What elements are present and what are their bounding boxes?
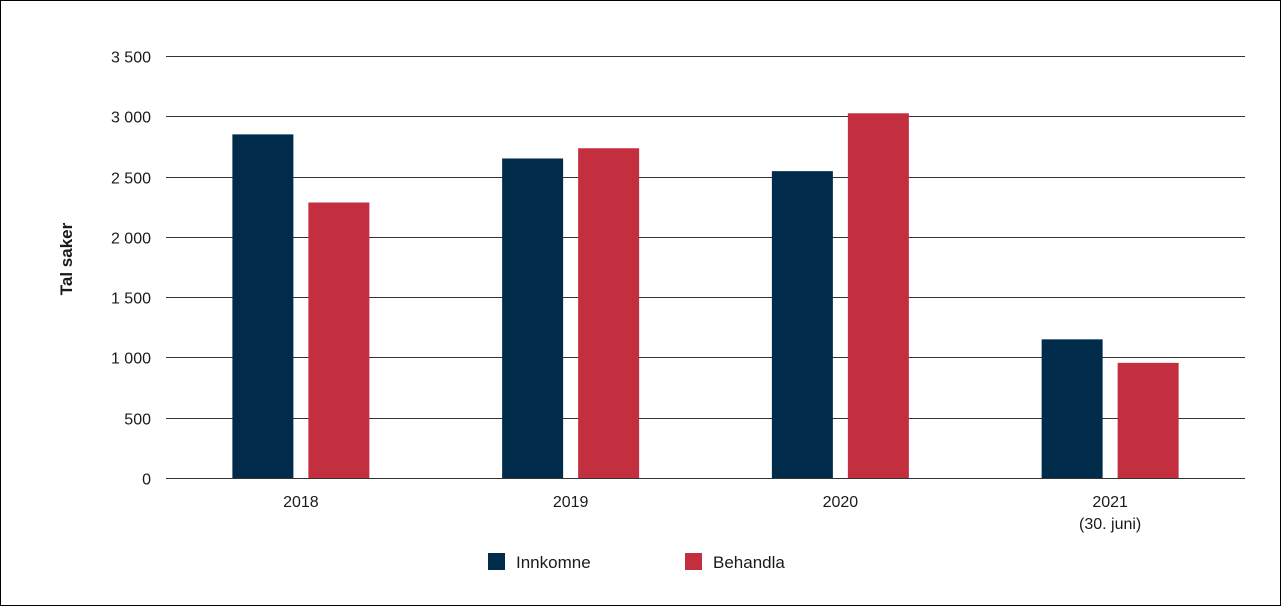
y-tick-label: 1 000 xyxy=(111,351,151,368)
legend-swatch-innkomne xyxy=(488,553,505,570)
y-tick-label: 500 xyxy=(124,412,151,429)
y-tick-label: 3 000 xyxy=(111,110,151,127)
y-axis-label: Tal saker xyxy=(57,222,76,295)
bar-behandla-2021 xyxy=(1117,362,1179,478)
bar-innkomne-2020 xyxy=(771,171,833,478)
x-tick-label: 2019 xyxy=(553,494,589,511)
legend-label-behandla: Behandla xyxy=(713,553,785,572)
bar-behandla-2020 xyxy=(847,113,909,479)
x-axis-ticks: 2018 2019 2020 2021 (30. juni) xyxy=(283,494,1141,533)
x-tick-sublabel: (30. juni) xyxy=(1079,516,1141,533)
y-tick-label: 3 500 xyxy=(111,50,151,67)
y-tick-label: 1 500 xyxy=(111,291,151,308)
bars xyxy=(232,113,1179,479)
x-tick-label: 2021 xyxy=(1092,494,1128,511)
bar-behandla-2019 xyxy=(578,148,640,479)
y-tick-label: 2 000 xyxy=(111,231,151,248)
bar-innkomne-2021 xyxy=(1041,339,1103,478)
legend-swatch-behandla xyxy=(685,553,702,570)
y-axis-ticks: 0 500 1 000 1 500 2 000 2 500 3 000 3 500 xyxy=(111,50,151,489)
x-tick-label: 2020 xyxy=(823,494,859,511)
bar-behandla-2018 xyxy=(308,202,370,478)
bar-innkomne-2019 xyxy=(502,158,564,478)
y-tick-label: 2 500 xyxy=(111,171,151,188)
x-tick-label: 2018 xyxy=(283,494,319,511)
legend-label-innkomne: Innkomne xyxy=(516,553,591,572)
y-tick-label: 0 xyxy=(142,472,151,489)
bar-innkomne-2018 xyxy=(232,134,294,478)
legend: Innkomne Behandla xyxy=(488,553,785,572)
